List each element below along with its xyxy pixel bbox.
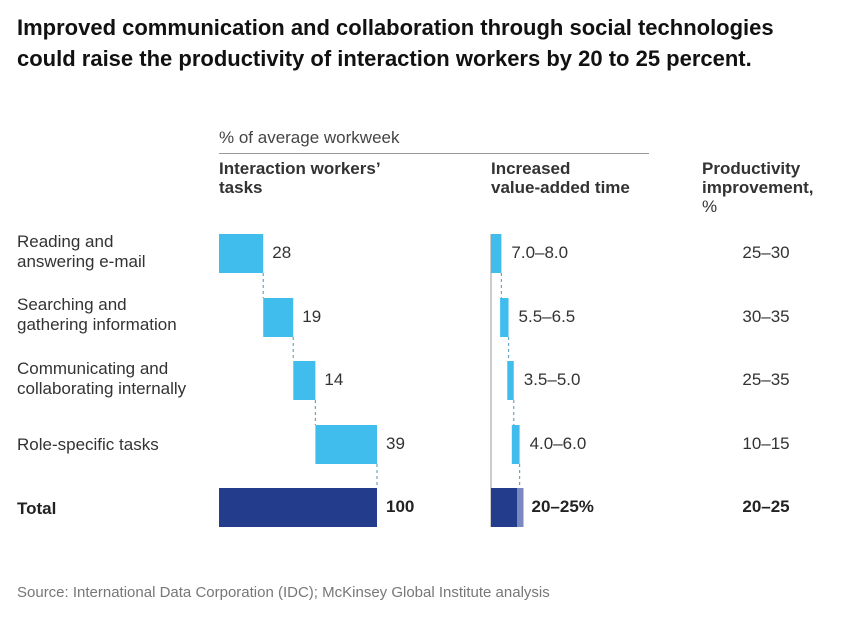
time-bar [491,234,502,273]
unit-note: % of average workweek [219,128,400,147]
time-bar [507,361,514,400]
task-value-label: 19 [302,307,321,326]
improvement-header-line: improvement, [702,178,814,197]
tasks-header-line: Interaction workers’ [219,159,381,178]
row-label-total: Total [17,499,57,518]
header-rule [219,153,649,154]
time-header: Increased value-added time [491,159,630,197]
tasks-header: Interaction workers’ tasks [219,159,381,197]
improvement-total: 20–25 [742,497,789,516]
time-value-label: 3.5–5.0 [524,370,581,389]
time-total-label: 20–25% [532,497,594,516]
task-value-label: 39 [386,434,405,453]
time-value-label: 5.5–6.5 [519,307,576,326]
row-label-email: Reading and answering e-mail [17,232,146,272]
task-value-label: 14 [324,370,343,389]
row-label-line: Searching and [17,295,127,314]
task-total-label: 100 [386,497,414,516]
time-value-label: 7.0–8.0 [511,243,568,262]
row-label-line: Reading and [17,232,114,251]
task-total-bar [219,488,377,527]
improvement-value: 25–30 [742,243,789,262]
time-total-bar [491,488,517,527]
time-header-line: value-added time [491,178,630,197]
time-header-line: Increased [491,159,571,178]
source-note: Source: International Data Corporation (… [17,584,550,601]
row-label-role-specific: Role-specific tasks [17,435,159,455]
task-bar [315,425,377,464]
task-bar [293,361,316,400]
row-label-line: gathering information [17,315,177,334]
improvement-value: 10–15 [742,434,789,453]
row-label-searching: Searching and gathering information [17,295,177,335]
row-label-line: collaborating internally [17,379,187,398]
improvement-value: 25–35 [742,370,789,389]
improvement-header-line: Productivity [702,159,801,178]
tasks-header-line: tasks [219,178,263,197]
time-bar [511,425,520,464]
improvement-value: 30–35 [742,307,789,326]
row-label-line: Communicating and [17,359,169,378]
row-label-communicating: Communicating and collaborating internal… [17,359,186,399]
row-label-line: Role-specific tasks [17,435,159,454]
task-value-label: 28 [272,243,291,262]
improvement-header-line: % [702,197,718,216]
time-total-range [517,488,524,527]
task-bar [219,234,264,273]
task-bar [263,298,294,337]
chart-title: Improved communication and collaboration… [17,15,774,71]
improvement-header: Productivity improvement, % [702,159,813,216]
row-label-line: answering e-mail [17,252,146,271]
time-bar [500,298,509,337]
time-value-label: 4.0–6.0 [530,434,587,453]
